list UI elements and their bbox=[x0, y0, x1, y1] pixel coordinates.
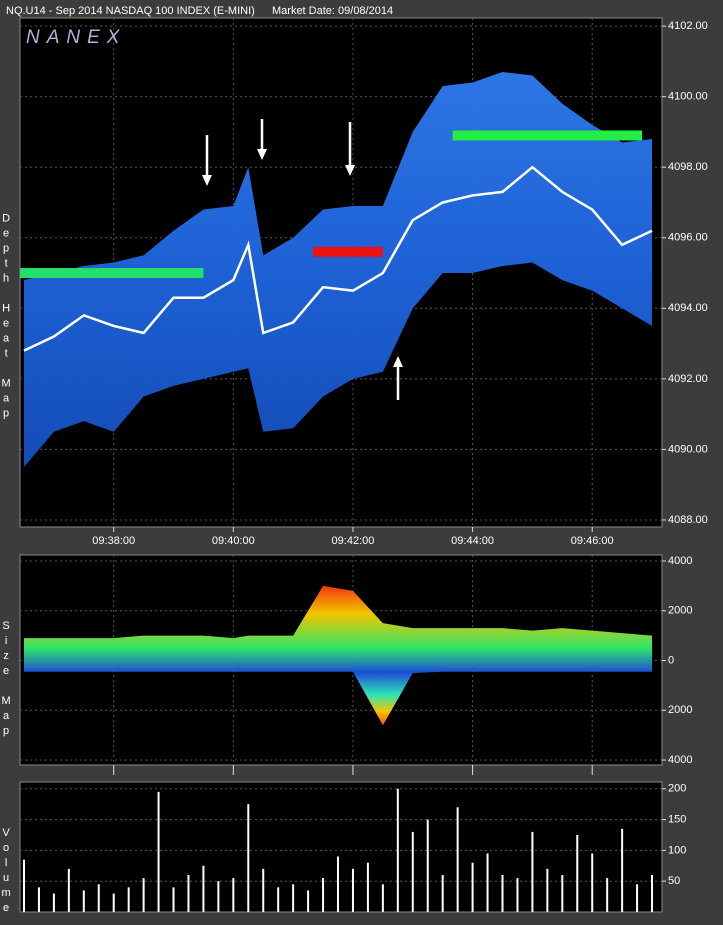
y-axis-label: Depth Heat Map bbox=[0, 213, 12, 423]
y-tick-label: 100 bbox=[668, 844, 686, 856]
volume-bar bbox=[202, 865, 205, 912]
y-tick-label: 4102.00 bbox=[668, 20, 708, 32]
arrows bbox=[202, 119, 403, 400]
volume-bar bbox=[351, 868, 354, 912]
volume-bar bbox=[217, 881, 220, 912]
volume-bar bbox=[426, 819, 429, 912]
volume-bar bbox=[277, 887, 280, 912]
volume-bar bbox=[292, 884, 295, 912]
volume-bar bbox=[576, 834, 579, 912]
y-tick-label: 50 bbox=[668, 875, 680, 887]
volume-bar bbox=[471, 862, 474, 912]
y-tick-label: 4100.00 bbox=[668, 91, 708, 103]
y-tick-label: 4088.00 bbox=[668, 514, 708, 526]
volume-bar bbox=[112, 893, 115, 912]
volume-bar bbox=[232, 878, 235, 912]
volume-bar bbox=[396, 788, 399, 912]
x-tick-label: 09:44:00 bbox=[451, 535, 494, 547]
y-tick-label: 150 bbox=[668, 813, 686, 825]
volume-bar bbox=[501, 875, 504, 912]
depth-band bbox=[23, 71, 653, 468]
x-tick-label: 09:46:00 bbox=[571, 535, 614, 547]
volume-bar bbox=[486, 853, 489, 912]
x-tick-label: 09:40:00 bbox=[212, 535, 255, 547]
volume-bar bbox=[591, 853, 594, 912]
volume-bar bbox=[97, 884, 100, 912]
y-tick-label: 2000 bbox=[668, 704, 692, 716]
volume-bar bbox=[606, 878, 609, 912]
y-axis-label: Volume bbox=[0, 827, 12, 917]
volume-bar bbox=[337, 856, 340, 912]
panels: Depth Heat Map 4102.00 4100.00 4098.00 4096.… bbox=[0, 17, 708, 917]
x-tick-label: 09:42:00 bbox=[332, 535, 375, 547]
volume-bar bbox=[546, 868, 549, 912]
volume-bar bbox=[22, 859, 25, 912]
volume-bar bbox=[142, 878, 145, 912]
y-tick-label: 4094.00 bbox=[668, 302, 708, 314]
volume-bar bbox=[52, 893, 55, 912]
y-tick-label: 4090.00 bbox=[668, 443, 708, 455]
volume-bar bbox=[411, 831, 414, 912]
volume-bar bbox=[172, 887, 175, 912]
logo: NANEX bbox=[26, 27, 126, 48]
y-tick-label: 2000 bbox=[668, 605, 692, 617]
volume-bar bbox=[127, 887, 130, 912]
volume-bar bbox=[636, 884, 639, 912]
volume-bar bbox=[381, 884, 384, 912]
volume-bar bbox=[516, 878, 519, 912]
x-tick-label: 09:38:00 bbox=[92, 535, 135, 547]
size-band bbox=[23, 585, 653, 726]
depth-level bbox=[313, 246, 383, 257]
volume-bar bbox=[67, 868, 70, 912]
plot-area bbox=[19, 781, 663, 913]
y-tick-label: 4000 bbox=[668, 555, 692, 567]
y-tick-label: 4096.00 bbox=[668, 232, 708, 244]
market-date: Market Date: 09/08/2014 bbox=[272, 5, 393, 17]
volume-bar bbox=[456, 807, 459, 912]
volume-bar bbox=[82, 890, 85, 912]
volume-bar bbox=[187, 875, 190, 912]
volume-bar bbox=[37, 887, 40, 912]
volume-bar bbox=[157, 791, 160, 912]
symbol: NQ.U14 - Sep 2014 NASDAQ 100 INDEX (E-MI… bbox=[6, 5, 255, 17]
depth-level bbox=[452, 130, 643, 141]
price-line bbox=[23, 165, 653, 352]
depth-level bbox=[20, 268, 204, 279]
volume-bar bbox=[307, 890, 310, 912]
volume-bar bbox=[621, 828, 624, 912]
volume-bar bbox=[561, 875, 564, 912]
y-axis-label: Size Map bbox=[0, 620, 12, 740]
volume-bar bbox=[262, 868, 265, 912]
y-tick-label: 4000 bbox=[668, 754, 692, 766]
volume-bar bbox=[651, 875, 654, 912]
volume-bar bbox=[531, 831, 534, 912]
volume-bar bbox=[247, 804, 250, 912]
y-tick-label: 0 bbox=[668, 654, 674, 666]
y-tick-label: 4092.00 bbox=[668, 373, 708, 385]
volume-bar bbox=[366, 862, 369, 912]
volume-bar bbox=[322, 878, 325, 912]
y-tick-label: 200 bbox=[668, 783, 686, 795]
volume-bar bbox=[441, 875, 444, 912]
y-tick-label: 4098.00 bbox=[668, 161, 708, 173]
